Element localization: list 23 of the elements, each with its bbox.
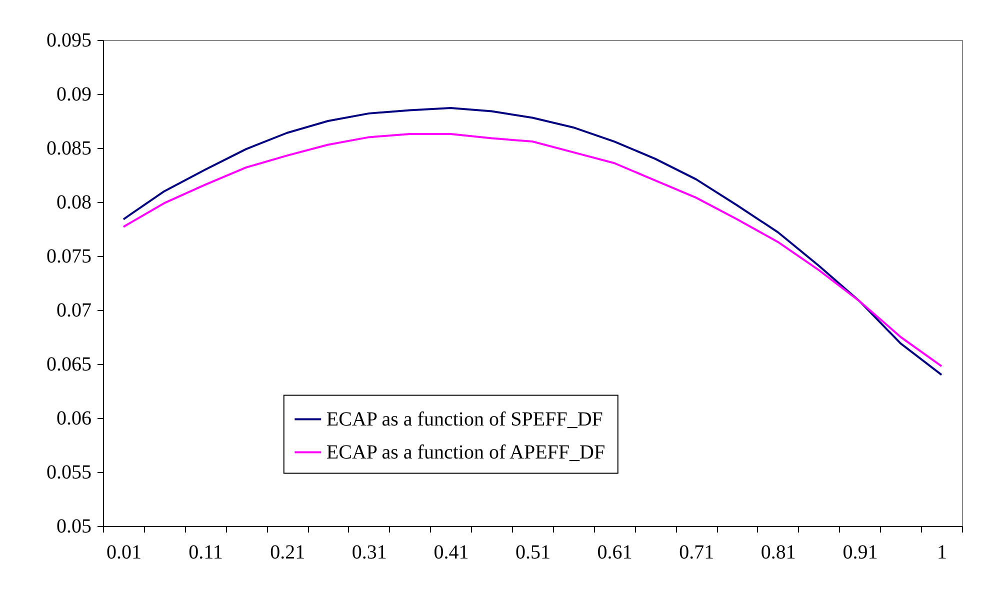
x-tick-label: 0.41 bbox=[434, 542, 469, 564]
y-tick-label: 0.055 bbox=[46, 462, 92, 484]
y-tick-label: 0.09 bbox=[56, 84, 92, 106]
y-tick-label: 0.085 bbox=[46, 138, 92, 160]
y-tick-label: 0.05 bbox=[56, 516, 92, 538]
x-tick-label: 0.31 bbox=[352, 542, 387, 564]
legend-label: ECAP as a function of APEFF_DF bbox=[326, 441, 606, 464]
y-tick-label: 0.075 bbox=[46, 246, 92, 268]
x-tick-label: 0.81 bbox=[760, 542, 796, 564]
x-tick-label: 0.51 bbox=[516, 542, 550, 564]
x-tick-label: 1 bbox=[937, 542, 948, 564]
x-tick-label: 0.11 bbox=[188, 542, 223, 564]
y-tick-label: 0.06 bbox=[56, 408, 92, 430]
y-tick-label: 0.08 bbox=[56, 192, 92, 214]
y-tick-label: 0.065 bbox=[46, 354, 92, 376]
y-tick-label: 0.095 bbox=[46, 30, 92, 52]
legend-label: ECAP as a function of SPEFF_DF bbox=[326, 408, 603, 430]
x-tick-label: 0.01 bbox=[106, 542, 142, 564]
x-tick-label: 0.91 bbox=[842, 542, 878, 564]
x-tick-label: 0.21 bbox=[270, 542, 306, 564]
x-tick-label: 0.71 bbox=[679, 542, 714, 564]
x-tick-label: 0.61 bbox=[597, 542, 632, 564]
y-tick-label: 0.07 bbox=[56, 300, 92, 322]
